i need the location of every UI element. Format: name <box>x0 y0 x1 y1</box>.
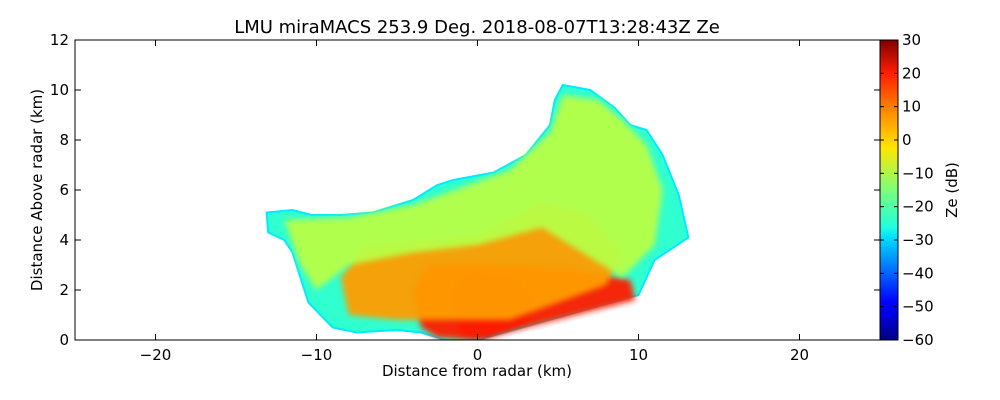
plot-area <box>265 83 690 340</box>
y-axis-label: Distance Above radar (km) <box>28 89 46 291</box>
colorbar-tick-label: −10 <box>902 164 934 182</box>
x-axis: −20 −10 0 10 20 <box>140 40 809 364</box>
x-tick-label: −10 <box>301 346 333 364</box>
colorbar-tick-label: −50 <box>902 298 934 316</box>
radar-echo-layer <box>265 83 690 340</box>
reflectivity-region-light <box>284 95 663 290</box>
colorbar-tick-label: 0 <box>902 131 912 149</box>
colorbar-ticks: 30 20 10 0 −10 −20 −30 −40 −50 −60 <box>880 31 934 349</box>
x-tick-label: 20 <box>790 346 809 364</box>
colorbar-gradient <box>879 39 899 341</box>
x-axis-label: Distance from radar (km) <box>382 362 572 380</box>
colorbar-label: Ze (dB) <box>943 162 961 218</box>
chart-title: LMU miraMACS 253.9 Deg. 2018-08-07T13:28… <box>234 17 720 38</box>
y-tick-label: 8 <box>59 131 69 149</box>
y-tick-label: 6 <box>59 181 69 199</box>
colorbar-tick-label: −40 <box>902 264 934 282</box>
x-tick-label: 0 <box>473 346 483 364</box>
colorbar-tick-label: 30 <box>902 31 921 49</box>
y-tick-label: 4 <box>59 231 69 249</box>
y-axis: 0 2 4 6 8 10 12 <box>50 31 880 349</box>
colorbar-tick-label: −30 <box>902 231 934 249</box>
x-tick-label: −20 <box>140 346 172 364</box>
x-tick-label: 10 <box>629 346 648 364</box>
y-tick-label: 12 <box>50 31 69 49</box>
y-tick-label: 2 <box>59 281 69 299</box>
colorbar-tick-label: −20 <box>902 198 934 216</box>
colorbar-tick-label: −60 <box>902 331 934 349</box>
y-tick-label: 10 <box>50 81 69 99</box>
colorbar-tick-label: 10 <box>902 98 921 116</box>
colorbar-tick-label: 20 <box>902 64 921 82</box>
y-tick-label: 0 <box>59 331 69 349</box>
colorbar: 30 20 10 0 −10 −20 −30 −40 −50 −60 Ze (dB) <box>879 31 961 349</box>
